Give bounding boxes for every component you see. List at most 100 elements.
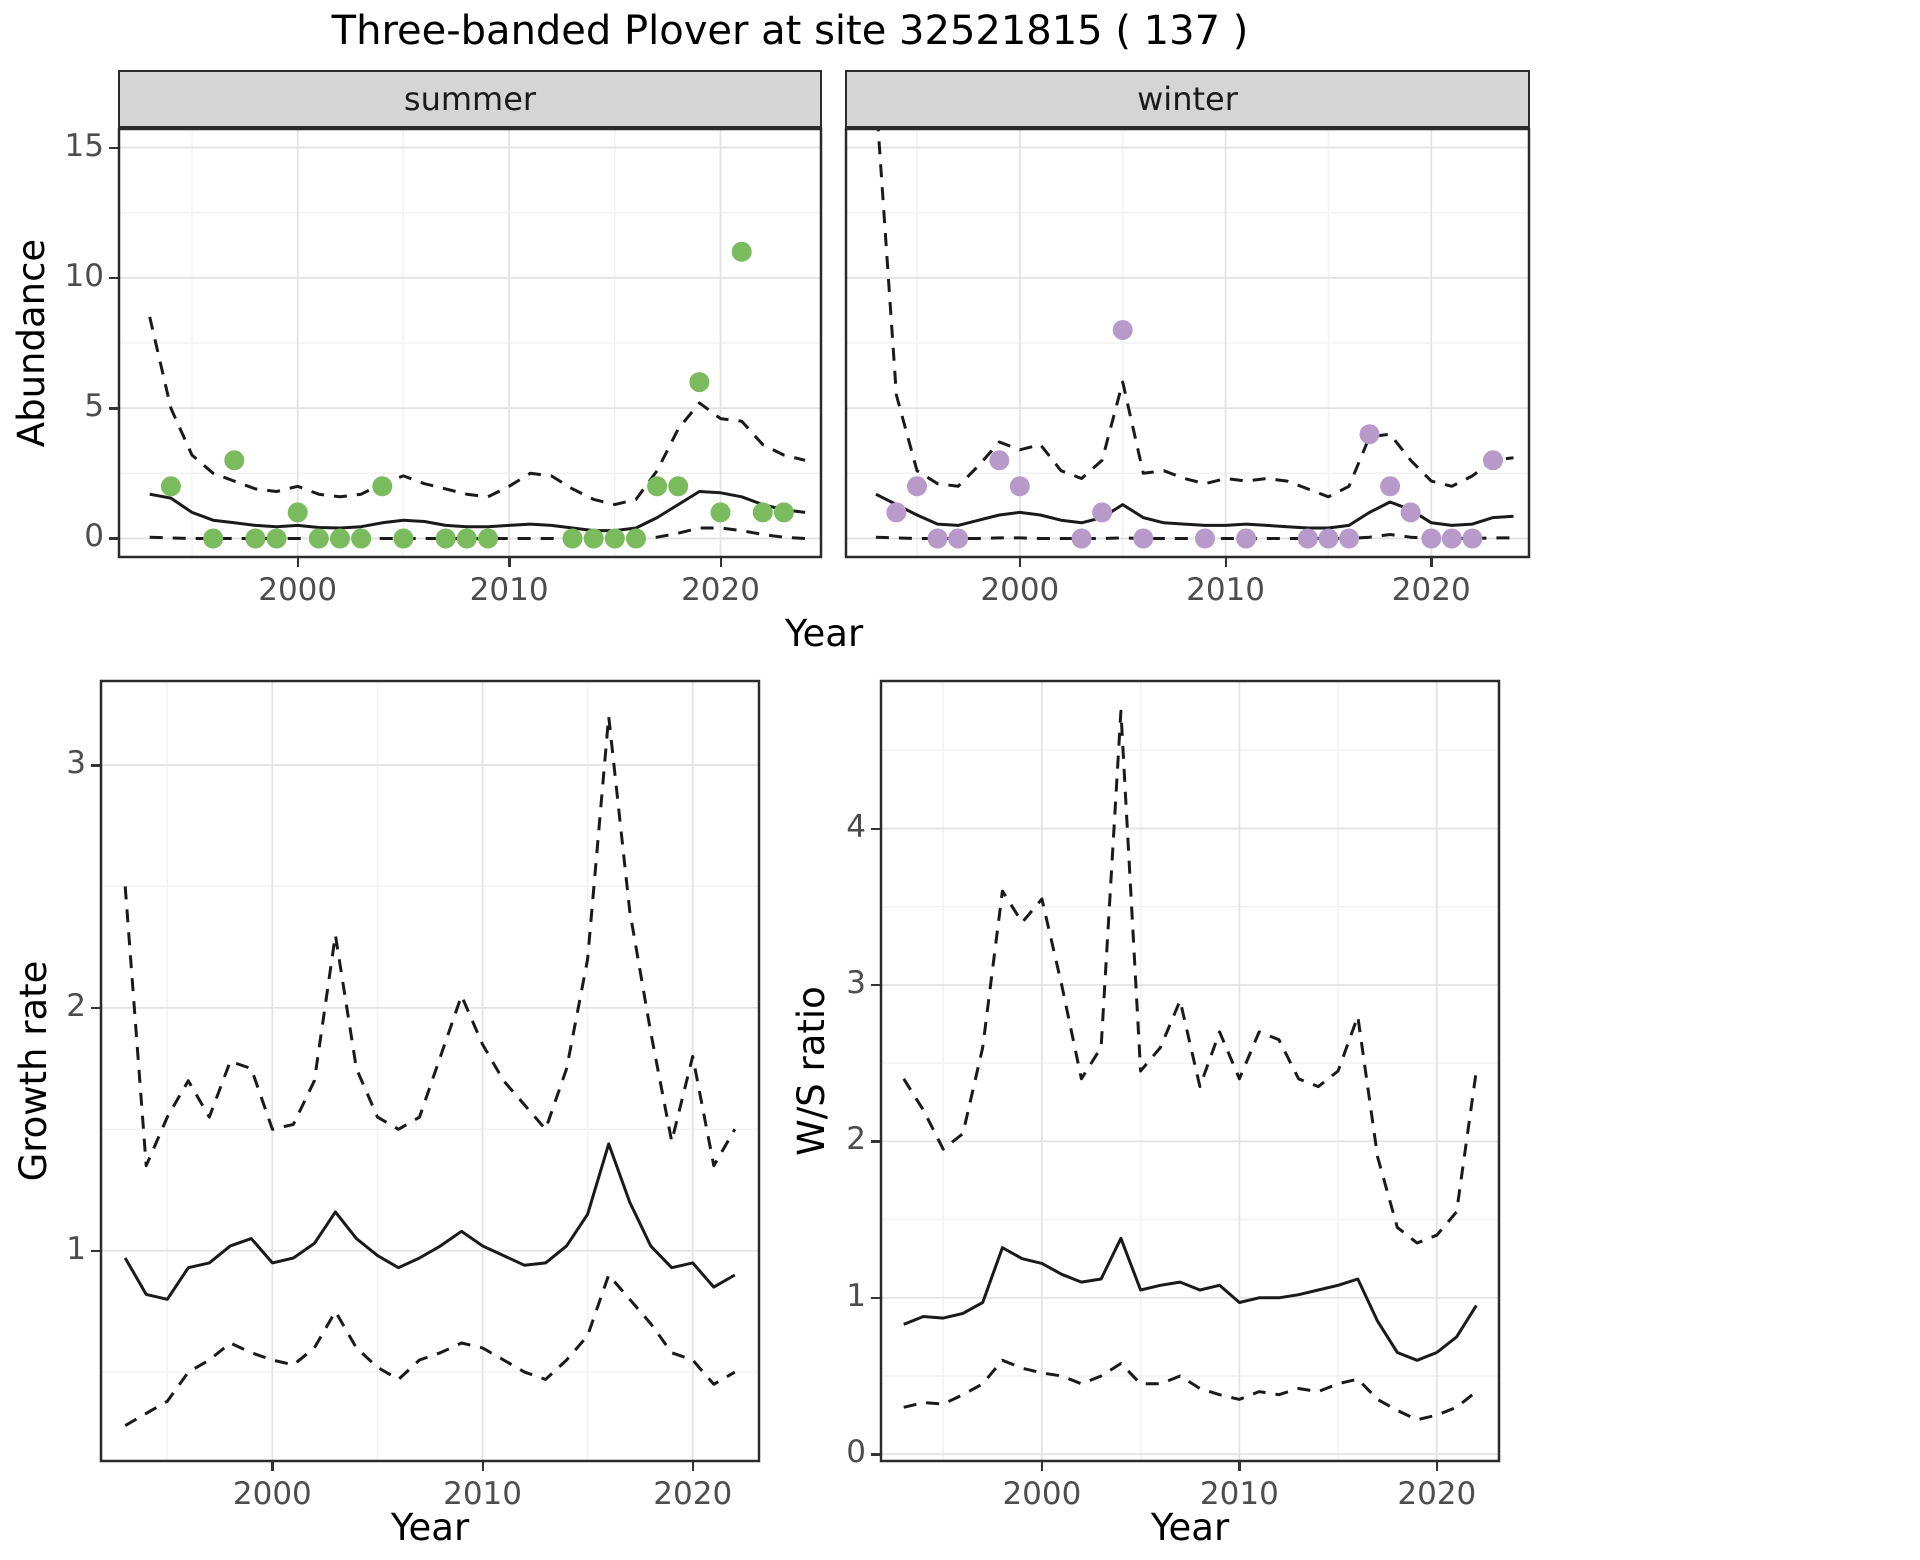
x-tick-mark — [271, 1462, 274, 1471]
x-tick-label: 2010 — [1199, 1476, 1279, 1512]
observation-point — [456, 528, 477, 549]
grid-minor — [100, 680, 760, 1462]
observation-point — [1318, 528, 1339, 549]
series-group — [875, 128, 1514, 549]
observation-point — [1071, 528, 1092, 549]
series-group — [123, 714, 737, 1427]
series-upper_ci — [876, 128, 1514, 499]
series-mean — [903, 1236, 1478, 1362]
observation-point — [330, 528, 350, 549]
panel-summer — [117, 127, 823, 559]
y-axis-label-growth-rate: Growth rate — [12, 960, 55, 1182]
observation-point — [1092, 502, 1113, 523]
y-tick-mark — [109, 407, 118, 410]
series-mean — [149, 490, 806, 533]
observation-point — [1380, 476, 1401, 497]
y-tick-mark — [91, 1249, 100, 1253]
x-tick-label: 2010 — [1186, 572, 1265, 608]
observation-point — [668, 476, 689, 497]
observation-point — [989, 450, 1010, 471]
observation-point — [224, 450, 245, 471]
observation-point — [372, 476, 393, 497]
series-lower_ci — [903, 1358, 1478, 1422]
x-tick-label: 2010 — [469, 572, 549, 608]
observation-point — [1421, 528, 1442, 549]
observation-point — [1339, 528, 1359, 549]
y-tick-label: 1 — [846, 1277, 866, 1314]
grid-minor — [845, 128, 1530, 558]
x-tick-mark — [1224, 558, 1228, 567]
observation-point — [1483, 450, 1503, 471]
series-upper_ci — [902, 709, 1478, 1245]
y-tick-label: 2 — [846, 1121, 866, 1158]
x-tick-label: 2020 — [1391, 572, 1471, 608]
x-tick-label: 2020 — [653, 1476, 733, 1512]
x-tick-mark — [1238, 1462, 1241, 1471]
x-tick-label: 2010 — [443, 1476, 522, 1512]
y-tick-mark — [109, 276, 118, 280]
y-axis-label-ws-ratio: W/S ratio — [790, 986, 833, 1156]
x-axis-label-year-growth: Year — [390, 1506, 470, 1549]
y-tick-mark — [871, 1296, 880, 1300]
x-tick-label: 2000 — [980, 572, 1060, 608]
grid-major — [118, 128, 822, 558]
x-tick-label: 2000 — [258, 572, 338, 608]
grid-major — [880, 680, 1500, 1462]
observation-point — [927, 528, 948, 549]
grid-minor — [118, 128, 822, 558]
observation-point — [752, 502, 773, 523]
observation-point — [393, 528, 414, 549]
observation-point — [773, 502, 794, 523]
series-group — [902, 709, 1478, 1422]
x-tick-mark — [1018, 558, 1022, 567]
y-tick-label: 0 — [84, 518, 104, 555]
observation-point — [478, 528, 498, 549]
y-tick-label: 3 — [846, 964, 866, 1001]
y-tick-label: 4 — [846, 808, 866, 845]
observation-point — [1112, 320, 1133, 340]
observation-point — [1297, 528, 1318, 549]
facet-strip-summer: summer — [118, 70, 822, 128]
observation-point — [604, 528, 625, 549]
y-tick-label: 1 — [66, 1230, 86, 1267]
y-tick-label: 5 — [84, 388, 104, 425]
y-tick-mark — [871, 1140, 880, 1143]
observation-point — [1441, 528, 1462, 549]
series-lower_ci — [149, 526, 806, 540]
facet-strip-winter-label: winter — [1137, 80, 1238, 118]
y-tick-label: 3 — [66, 745, 86, 781]
observation-point — [583, 528, 604, 549]
observation-point — [1462, 528, 1483, 549]
observation-point — [308, 528, 329, 549]
y-tick-label: 10 — [64, 257, 104, 294]
observation-point — [626, 528, 646, 549]
x-tick-mark — [719, 558, 723, 567]
x-axis-label-year-ws: Year — [1150, 1506, 1230, 1549]
observation-point — [886, 502, 907, 523]
x-tick-mark — [691, 1462, 695, 1471]
x-tick-mark — [1040, 1462, 1044, 1471]
y-tick-label: 2 — [66, 987, 86, 1024]
panel-growth — [99, 679, 761, 1463]
x-tick-mark — [1430, 558, 1433, 567]
y-axis-label-abundance: Abundance — [10, 238, 53, 448]
observation-point — [1400, 502, 1421, 523]
observation-point — [647, 476, 668, 497]
series-upper_ci — [148, 316, 806, 507]
y-tick-mark — [109, 537, 118, 540]
panel-border — [844, 127, 1531, 559]
x-axis-label-year-top: Year — [784, 612, 864, 655]
observation-point — [689, 372, 710, 393]
observation-point — [1195, 528, 1215, 549]
y-tick-mark — [109, 146, 118, 150]
observation-point — [351, 528, 372, 549]
observation-point — [1359, 424, 1380, 445]
y-tick-label: 0 — [846, 1434, 866, 1471]
y-tick-mark — [871, 983, 880, 987]
observation-point — [1236, 528, 1257, 549]
observation-point — [1009, 476, 1030, 497]
observation-point — [907, 476, 927, 497]
observation-point — [160, 476, 181, 497]
facet-strip-summer-label: summer — [403, 80, 537, 118]
